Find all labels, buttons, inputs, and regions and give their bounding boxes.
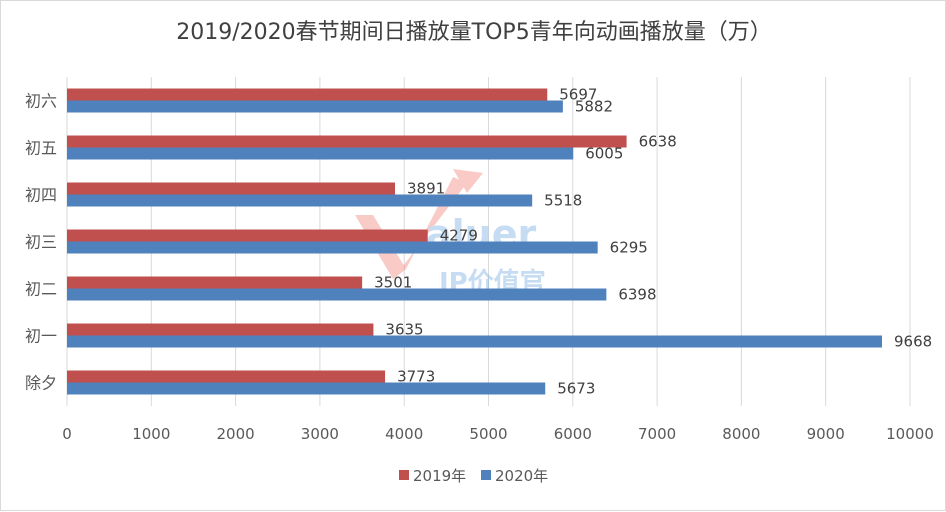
data-label: 6005: [585, 145, 623, 163]
x-tick-label: 1000: [132, 425, 170, 443]
legend: 2019年 2020年: [399, 467, 548, 485]
data-label: 6398: [618, 286, 656, 304]
category-label: 初二: [25, 280, 57, 299]
category-label: 除夕: [25, 374, 57, 393]
chart-title: 2019/2020春节期间日播放量TOP5青年向动画播放量（万）: [176, 20, 771, 45]
bar: [67, 100, 563, 113]
bar: [67, 182, 396, 195]
x-tick-label: 6000: [554, 425, 592, 443]
category-label: 初一: [25, 327, 57, 346]
bar: [67, 229, 428, 242]
data-label: 3635: [385, 321, 423, 339]
data-label: 5882: [575, 98, 613, 116]
bar-series: [67, 88, 883, 395]
data-label: 4279: [440, 227, 478, 245]
bar: [67, 382, 546, 395]
data-label: 5697: [559, 86, 597, 104]
bar: [67, 276, 363, 289]
data-label: 3891: [407, 180, 445, 198]
x-tick-label: 8000: [722, 425, 760, 443]
category-label: 初三: [25, 233, 57, 252]
x-tick-label: 5000: [469, 425, 507, 443]
legend-swatch: [399, 470, 409, 480]
data-label: 5673: [557, 380, 595, 398]
x-tick-label: 0: [62, 425, 72, 443]
data-label: 3773: [397, 368, 435, 386]
bar: [67, 323, 374, 336]
data-label: 6638: [639, 133, 677, 151]
data-label: 5518: [544, 192, 582, 210]
bar: [67, 241, 598, 254]
category-label: 初四: [25, 186, 57, 205]
bar: [67, 335, 883, 348]
legend-label: 2019年: [413, 467, 466, 485]
legend-swatch: [481, 470, 491, 480]
value-axis: 0 1000 2000 3000 4000 5000 6000 7000 8000 9000 100…: [62, 425, 934, 443]
bar: [67, 147, 574, 160]
category-label: 初六: [25, 92, 57, 111]
legend-label: 2020年: [495, 467, 548, 485]
category-label: 初五: [25, 139, 57, 158]
x-tick-label: 9000: [807, 425, 845, 443]
x-tick-label: 3000: [301, 425, 339, 443]
x-tick-label: 7000: [638, 425, 676, 443]
data-label: 9668: [894, 333, 932, 351]
x-tick-label: 4000: [385, 425, 423, 443]
bar: [67, 135, 627, 148]
x-tick-label: 10000: [886, 425, 934, 443]
x-tick-label: 2000: [217, 425, 255, 443]
data-label: 6295: [610, 239, 648, 257]
bar: [67, 288, 607, 301]
bar: [67, 370, 386, 383]
data-label: 3501: [374, 274, 412, 292]
bar: [67, 194, 533, 207]
bar: [67, 88, 548, 101]
